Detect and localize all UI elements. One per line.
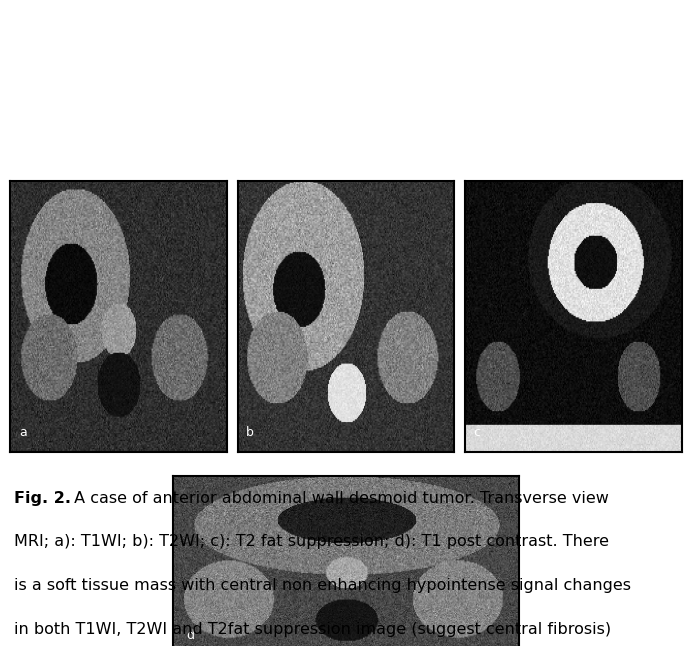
Text: A case of anterior abdominal wall desmoid tumor. Transverse view: A case of anterior abdominal wall desmoi… [69,491,608,506]
Text: is a soft tissue mass with central non enhancing hypointense signal changes: is a soft tissue mass with central non e… [14,578,631,593]
Text: d: d [187,629,194,642]
Text: in both T1WI, T2WI and T2fat suppression image (suggest central fibrosis): in both T1WI, T2WI and T2fat suppression… [14,621,611,637]
Text: Fig. 2.: Fig. 2. [14,491,71,506]
Text: c: c [473,426,480,439]
Text: b: b [246,426,254,439]
Text: MRI; a): T1WI; b): T2WI; c): T2 fat suppression; d): T1 post contrast. There: MRI; a): T1WI; b): T2WI; c): T2 fat supp… [14,534,609,549]
Text: a: a [19,426,27,439]
